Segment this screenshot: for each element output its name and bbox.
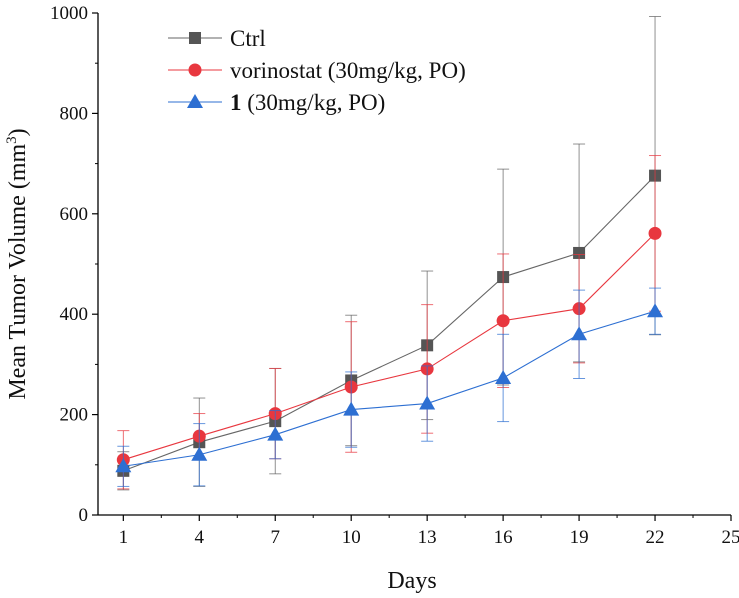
y-axis-title: Mean Tumor Volume (mm3) bbox=[4, 128, 31, 399]
data-point bbox=[495, 369, 512, 384]
y-tick-label: 1000 bbox=[50, 3, 88, 24]
series-line bbox=[123, 232, 656, 461]
series-layer bbox=[115, 16, 664, 491]
legend-marker bbox=[187, 94, 203, 108]
legend-label: 1 (30mg/kg, PO) bbox=[230, 90, 385, 115]
legend-marker bbox=[189, 32, 201, 44]
x-tick-label: 16 bbox=[494, 527, 513, 548]
series-1 bbox=[116, 155, 662, 490]
y-tick-label: 400 bbox=[60, 304, 89, 325]
x-tick-label: 13 bbox=[418, 527, 437, 548]
x-tick-label: 1 bbox=[119, 527, 129, 548]
legend-marker bbox=[188, 63, 202, 77]
data-point bbox=[573, 246, 586, 259]
x-axis-title: Days bbox=[387, 568, 436, 594]
data-point bbox=[343, 401, 360, 416]
legend-item: Ctrl bbox=[168, 26, 266, 51]
legend-label-bold: 1 bbox=[230, 90, 242, 115]
y-tick-label: 200 bbox=[60, 405, 89, 426]
y-axis-title-superscript: 3 bbox=[4, 136, 20, 144]
legend-label-text: Ctrl bbox=[230, 26, 266, 51]
legend-item: 1 (30mg/kg, PO) bbox=[168, 90, 385, 115]
x-tick-label: 19 bbox=[570, 527, 589, 548]
x-tick-label: 22 bbox=[646, 527, 665, 548]
x-tick-label: 10 bbox=[342, 527, 361, 548]
data-point bbox=[571, 326, 588, 341]
y-tick-label: 0 bbox=[79, 505, 89, 526]
series-line bbox=[123, 310, 656, 467]
x-tick-label: 25 bbox=[722, 527, 739, 548]
data-point bbox=[267, 426, 284, 441]
y-axis-title-close: ) bbox=[5, 128, 31, 136]
legend-item: vorinostat (30mg/kg, PO) bbox=[168, 58, 466, 83]
x-tick-label: 4 bbox=[195, 527, 205, 548]
data-point bbox=[647, 303, 664, 318]
legend-label-text: vorinostat (30mg/kg, PO) bbox=[230, 58, 466, 83]
data-point bbox=[115, 458, 132, 473]
y-axis-title-group: Mean Tumor Volume (mm3) bbox=[4, 128, 31, 399]
y-axis-title-main: Mean Tumor Volume (mm bbox=[5, 144, 31, 400]
x-tick-label: 7 bbox=[270, 527, 280, 548]
legend-label: Ctrl bbox=[230, 26, 266, 51]
data-point bbox=[191, 446, 208, 461]
legend: Ctrl vorinostat (30mg/kg, PO) 1 (30mg/kg, … bbox=[168, 26, 466, 115]
y-tick-label: 600 bbox=[60, 204, 89, 225]
plot-area: 0 200 400 600 800 1000 1 4 7 10 13 16 19 22 25 bbox=[50, 3, 739, 548]
series-line bbox=[123, 175, 656, 472]
data-point bbox=[496, 314, 510, 328]
legend-label-text: (30mg/kg, PO) bbox=[242, 90, 386, 115]
series-2 bbox=[115, 287, 664, 487]
data-point bbox=[419, 395, 436, 410]
legend-label: vorinostat (30mg/kg, PO) bbox=[230, 58, 466, 83]
axis-ticks: 0 200 400 600 800 1000 1 4 7 10 13 16 19 22 25 bbox=[50, 3, 739, 548]
y-tick-label: 800 bbox=[60, 103, 89, 124]
data-point bbox=[648, 226, 662, 240]
